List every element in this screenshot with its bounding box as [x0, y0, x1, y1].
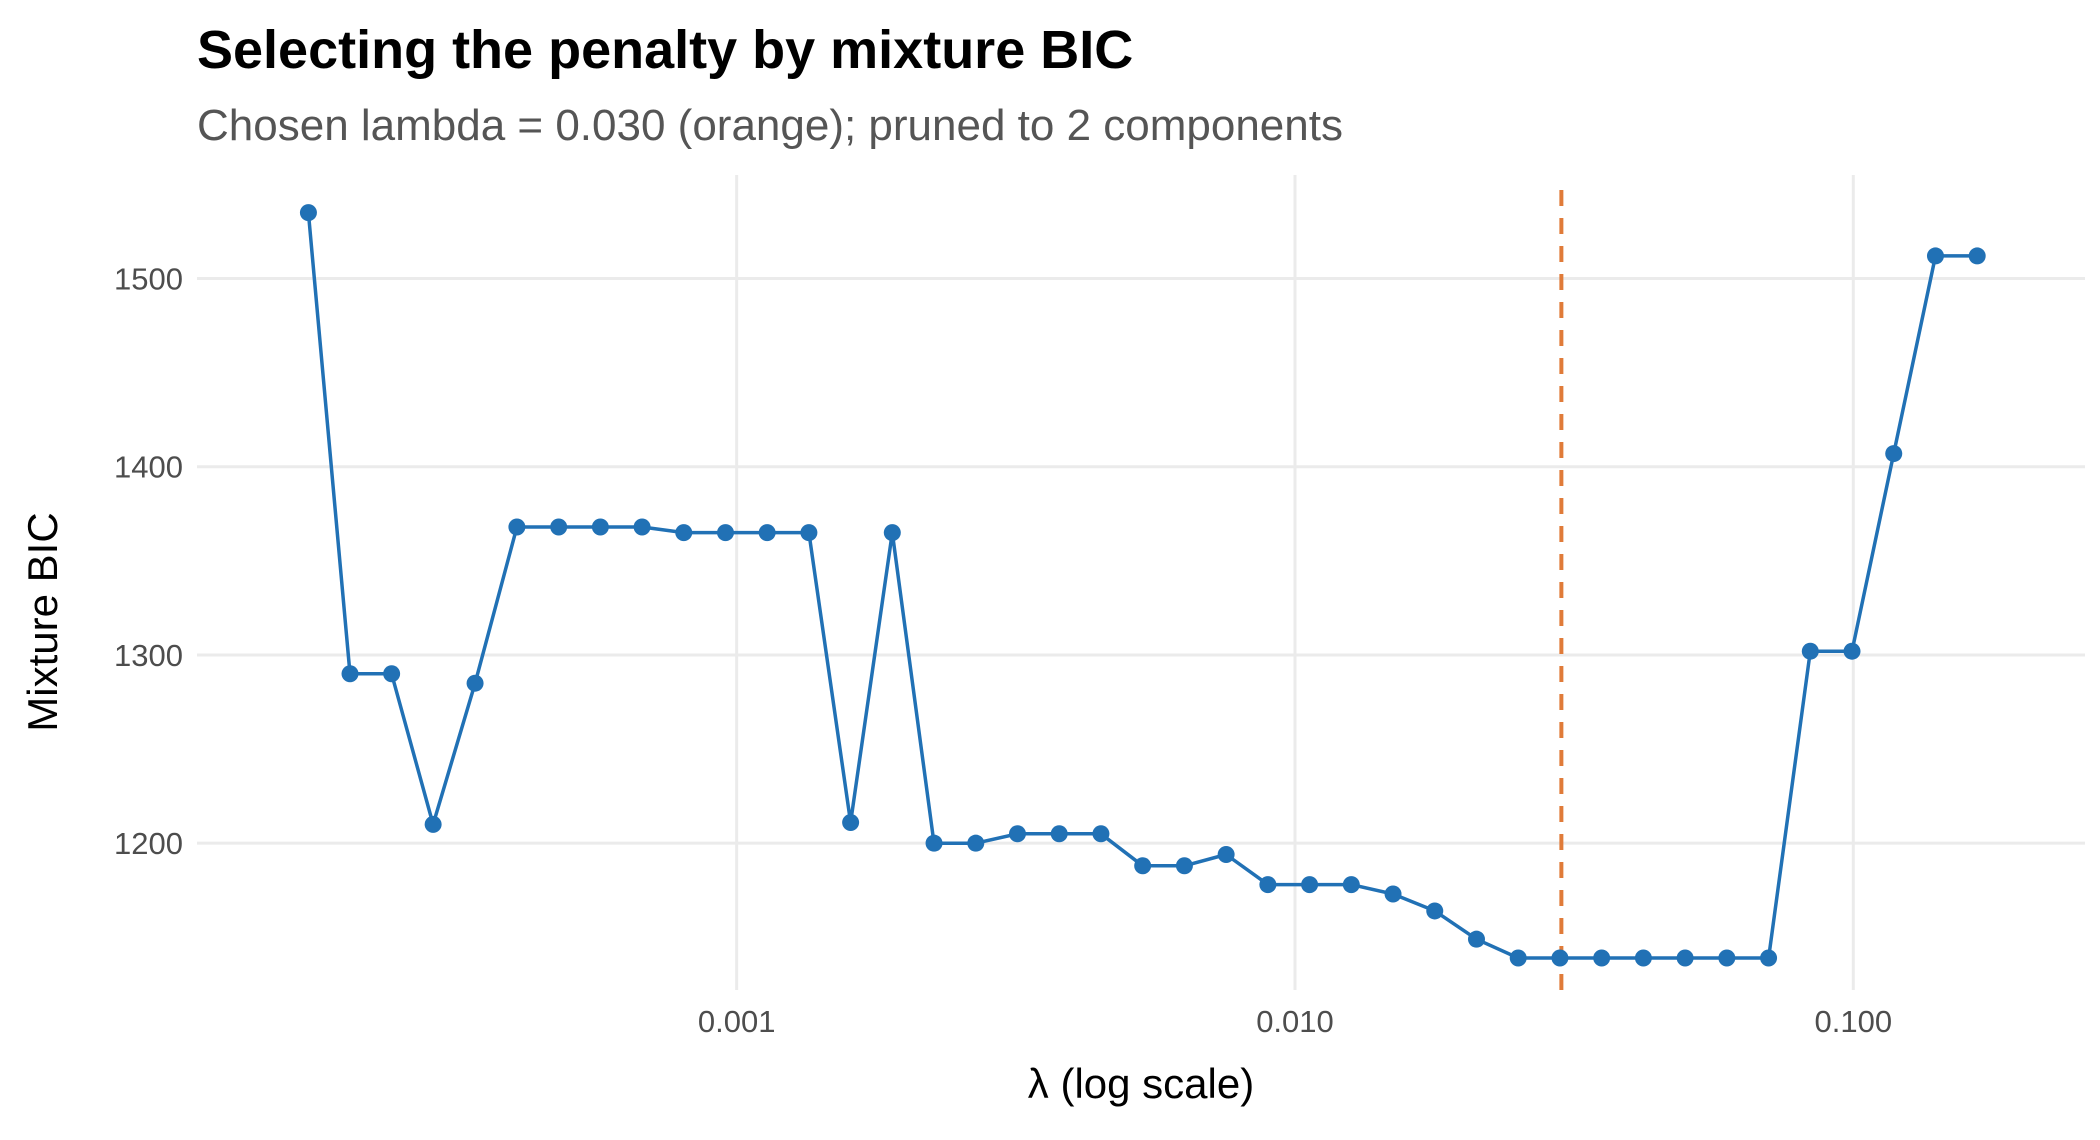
data-point: [1301, 876, 1319, 894]
series-line: [306, 212, 1978, 960]
data-point: [633, 518, 651, 536]
data-point: [1760, 949, 1778, 967]
data-point: [1676, 949, 1694, 967]
data-point: [1342, 876, 1360, 894]
y-tick-label: 1200: [114, 826, 183, 861]
data-point: [1467, 930, 1485, 948]
data-point: [842, 813, 860, 831]
data-point: [299, 204, 317, 222]
data-point: [341, 665, 359, 683]
data-point: [1926, 247, 1944, 265]
data-point: [1259, 876, 1277, 894]
data-point: [1092, 825, 1110, 843]
data-point: [1175, 857, 1193, 875]
data-point: [800, 524, 818, 542]
data-point: [1801, 642, 1819, 660]
data-point: [1509, 949, 1527, 967]
data-point: [883, 524, 901, 542]
x-tick-label: 0.100: [1815, 1004, 1893, 1039]
data-point: [591, 518, 609, 536]
x-axis-title: λ (log scale): [1028, 1060, 1254, 1107]
chart-subtitle: Chosen lambda = 0.030 (orange); pruned t…: [197, 101, 1343, 150]
data-point: [1426, 902, 1444, 920]
chart-title: Selecting the penalty by mixture BIC: [197, 20, 1133, 80]
y-tick-label: 1300: [114, 638, 183, 673]
data-point: [758, 524, 776, 542]
data-point: [925, 834, 943, 852]
data-point: [1217, 845, 1235, 863]
data-point: [466, 674, 484, 692]
x-tick-label: 0.001: [698, 1004, 776, 1039]
data-point: [1718, 949, 1736, 967]
y-axis-title: Mixture BIC: [19, 512, 66, 731]
data-point: [675, 524, 693, 542]
data-point: [1885, 445, 1903, 463]
data-point: [508, 518, 526, 536]
data-point: [1050, 825, 1068, 843]
data-point: [1551, 949, 1569, 967]
data-point: [1008, 825, 1026, 843]
data-point: [1134, 857, 1152, 875]
y-tick-label: 1400: [114, 450, 183, 485]
data-point: [1593, 949, 1611, 967]
data-point: [424, 815, 442, 833]
data-point: [716, 524, 734, 542]
data-point: [1384, 885, 1402, 903]
data-point: [550, 518, 568, 536]
y-axis-ticks: 1200 1300 1400 1500: [114, 262, 183, 862]
series-bic: [299, 204, 1986, 967]
gridlines: [197, 175, 2085, 990]
data-point: [1968, 247, 1986, 265]
x-axis-ticks: 0.001 0.010 0.100: [698, 1004, 1892, 1039]
data-point: [967, 834, 985, 852]
x-tick-label: 0.010: [1256, 1004, 1334, 1039]
data-point: [1634, 949, 1652, 967]
data-point: [1843, 642, 1861, 660]
data-point: [383, 665, 401, 683]
y-tick-label: 1500: [114, 262, 183, 297]
